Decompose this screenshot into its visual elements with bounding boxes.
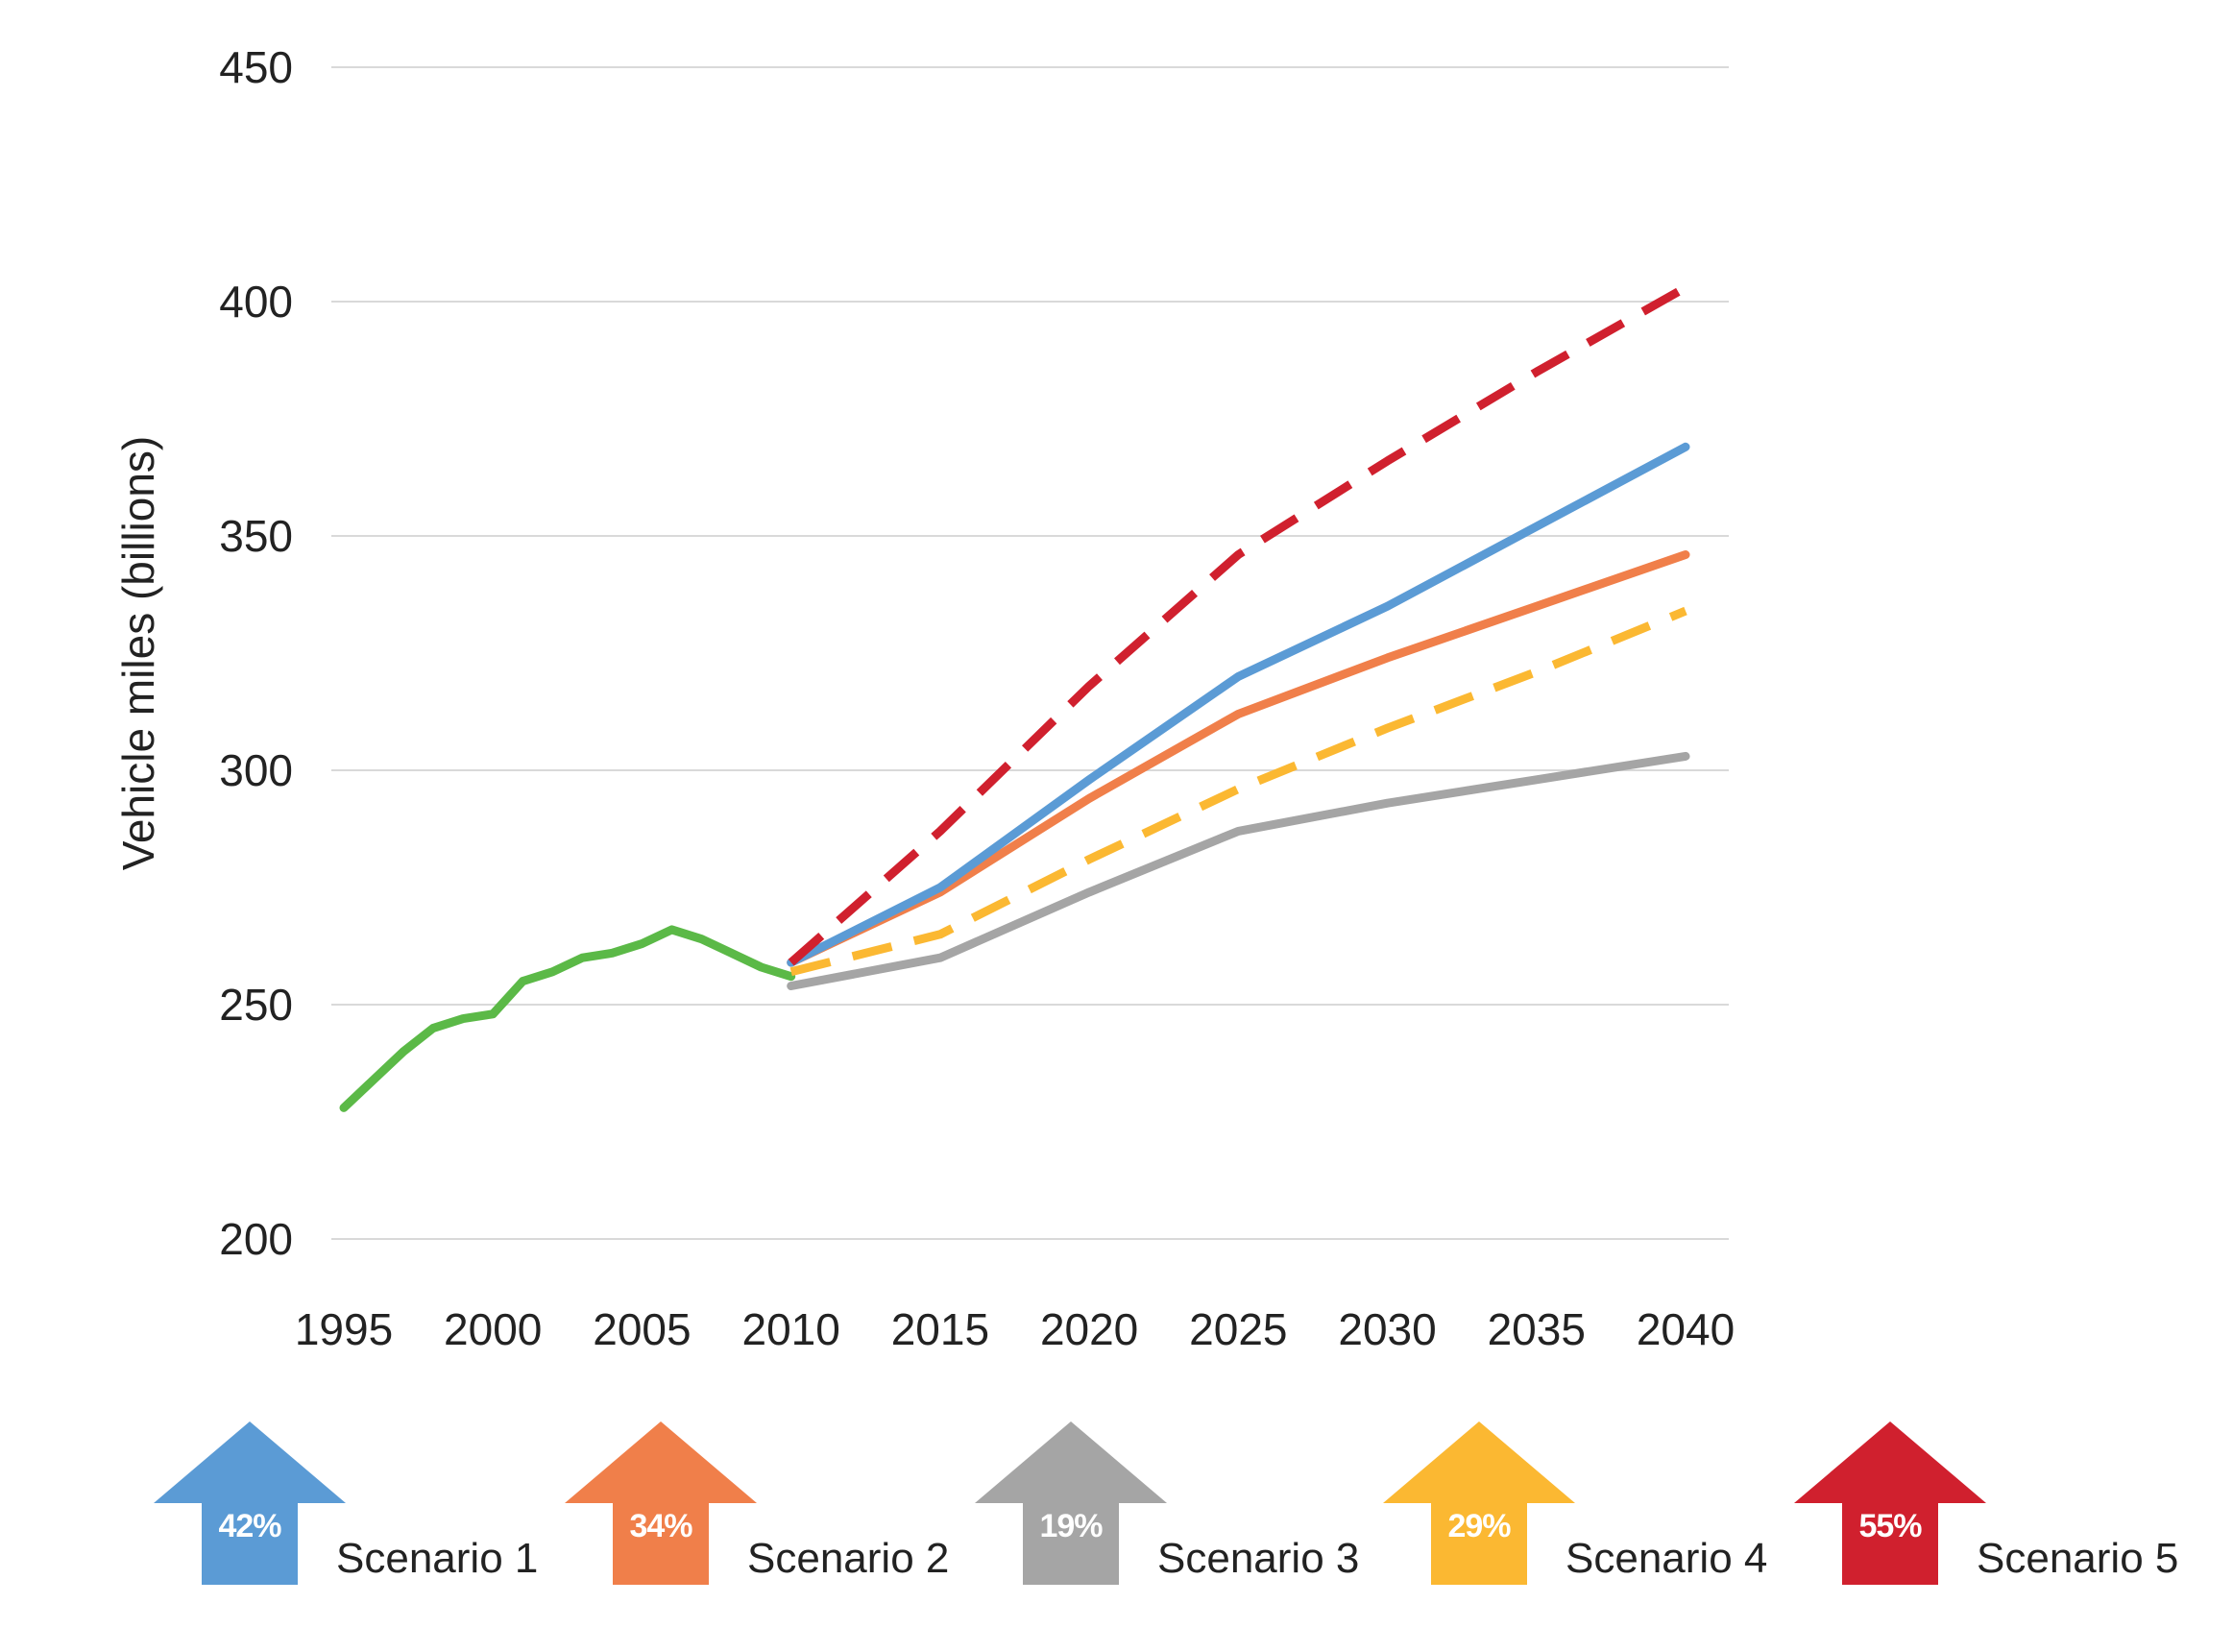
series-line-scenario-1 xyxy=(787,442,1690,967)
series-line-scenario-2 xyxy=(787,550,1690,967)
y-tick-label: 300 xyxy=(219,745,293,795)
x-tick-label: 2000 xyxy=(444,1304,542,1354)
legend-label: Scenario 1 xyxy=(336,1535,539,1582)
x-tick-label: 2040 xyxy=(1637,1304,1735,1354)
y-tick-label: 250 xyxy=(219,980,293,1030)
legend-percent: 19% xyxy=(1039,1508,1103,1544)
up-arrow-icon xyxy=(1794,1421,1986,1585)
historical-line xyxy=(339,925,796,1112)
x-tick-label: 2025 xyxy=(1189,1304,1287,1354)
legend-percent: 55% xyxy=(1858,1508,1922,1544)
x-tick-label: 2015 xyxy=(891,1304,989,1354)
x-tick-label: 2005 xyxy=(593,1304,691,1354)
y-tick-label: 450 xyxy=(219,42,293,92)
x-tick-label: 1995 xyxy=(295,1304,393,1354)
legend-label: Scenario 3 xyxy=(1157,1535,1360,1582)
legend-percent: 29% xyxy=(1447,1508,1511,1544)
legend-percent: 34% xyxy=(629,1508,692,1544)
y-tick-label: 400 xyxy=(219,277,293,327)
legend: 42% Scenario 1 34% Scenario 2 19% Scenario 3 2… xyxy=(0,1421,2233,1633)
series-line-scenario-3 xyxy=(787,751,1690,990)
x-tick-label: 2010 xyxy=(741,1304,839,1354)
up-arrow-icon xyxy=(975,1421,1167,1585)
vehicle-miles-chart: 450 400 350 300 250 200 1995 2000 2005 2010 2015 2… xyxy=(113,42,1735,1354)
legend-label: Scenario 5 xyxy=(1977,1535,2179,1582)
up-arrow-icon xyxy=(1383,1421,1575,1585)
series-line-scenario-4 xyxy=(789,606,1687,977)
gridlines xyxy=(331,66,1729,1240)
up-arrow-icon xyxy=(565,1421,757,1585)
x-tick-label: 2030 xyxy=(1338,1304,1436,1354)
y-axis-title: Vehicle miles (billions) xyxy=(113,436,163,871)
legend-label: Scenario 2 xyxy=(747,1535,950,1582)
x-tick-label: 2035 xyxy=(1488,1304,1586,1354)
series-lines xyxy=(339,283,1690,1112)
x-tick-label: 2020 xyxy=(1040,1304,1138,1354)
y-axis-tick-labels: 450 400 350 300 250 200 xyxy=(219,42,293,1264)
legend-label: Scenario 4 xyxy=(1566,1535,1768,1582)
legend-percent: 42% xyxy=(218,1508,281,1544)
series-line-scenario-5 xyxy=(788,283,1688,966)
y-tick-label: 350 xyxy=(219,511,293,561)
y-tick-label: 200 xyxy=(219,1214,293,1264)
x-axis-tick-labels: 1995 2000 2005 2010 2015 2020 2025 2030 2035 2040 xyxy=(295,1304,1735,1354)
up-arrow-icon xyxy=(154,1421,346,1585)
